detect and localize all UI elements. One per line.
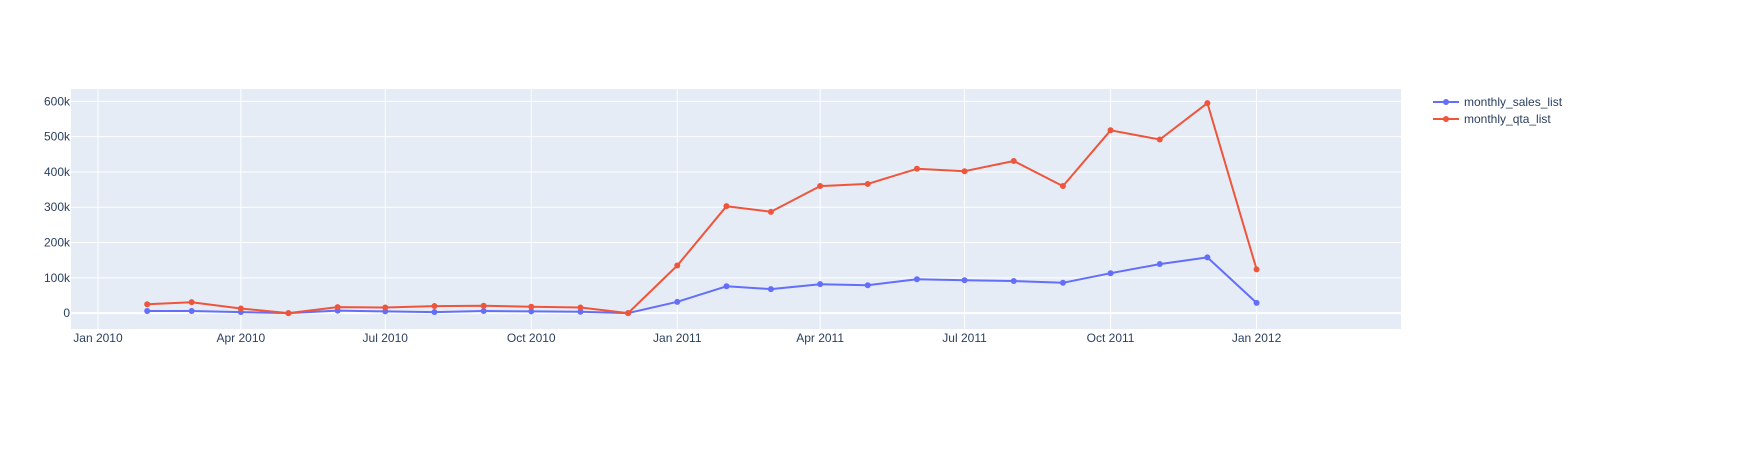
x-tick-label: Oct 2010 [507, 331, 556, 345]
data-point[interactable] [577, 304, 584, 311]
data-point[interactable] [528, 308, 535, 315]
data-point[interactable] [864, 180, 871, 187]
data-point[interactable] [1107, 270, 1114, 277]
data-point[interactable] [382, 304, 389, 311]
data-point[interactable] [334, 304, 341, 311]
series-monthly_qta_list [144, 100, 1260, 317]
data-point[interactable] [817, 183, 824, 190]
legend-swatch-marker [1443, 116, 1449, 122]
series-line [147, 102, 1258, 315]
data-point[interactable] [913, 276, 920, 283]
data-point[interactable] [864, 282, 871, 289]
data-point[interactable] [431, 309, 438, 316]
data-point[interactable] [1156, 136, 1163, 143]
data-point[interactable] [817, 281, 824, 288]
y-tick-label: 400k [44, 165, 71, 179]
data-point[interactable] [528, 303, 535, 310]
data-point[interactable] [188, 299, 195, 306]
data-point[interactable] [1107, 127, 1114, 134]
x-tick-label: Jul 2011 [942, 331, 987, 345]
legend-item[interactable]: monthly_qta_list [1433, 112, 1551, 126]
data-point[interactable] [674, 262, 681, 269]
data-point[interactable] [1010, 158, 1017, 164]
x-tick-label: Apr 2011 [796, 331, 844, 345]
y-axis-tick-labels: 0 100k 200k 300k 400k 500k 600k [44, 94, 71, 320]
y-tick-label: 600k [44, 94, 71, 108]
data-point[interactable] [913, 165, 920, 172]
data-point[interactable] [237, 305, 244, 312]
data-point[interactable] [767, 286, 774, 293]
data-point[interactable] [285, 310, 292, 317]
data-point[interactable] [1059, 279, 1066, 286]
data-point[interactable] [144, 308, 151, 314]
data-point[interactable] [577, 308, 584, 315]
data-point[interactable] [723, 283, 730, 290]
legend-item[interactable]: monthly_sales_list [1433, 95, 1563, 109]
x-axis-tick-labels: Jan 2010 Apr 2010 Jul 2010 Oct 2010 Jan 2011… [73, 331, 1281, 345]
data-point[interactable] [188, 308, 195, 314]
data-point[interactable] [144, 301, 151, 308]
plot-background [71, 89, 1401, 329]
data-point[interactable] [1204, 100, 1211, 107]
legend[interactable]: monthly_sales_list monthly_qta_list [1433, 95, 1563, 126]
y-tick-label: 300k [44, 200, 71, 214]
legend-label: monthly_qta_list [1464, 112, 1551, 126]
x-tick-label: Jan 2011 [653, 331, 702, 345]
data-point[interactable] [1059, 183, 1066, 190]
data-point[interactable] [1253, 266, 1260, 273]
data-point[interactable] [961, 168, 968, 175]
data-point[interactable] [1010, 278, 1017, 284]
data-point[interactable] [431, 303, 438, 310]
x-tick-label: Oct 2011 [1087, 331, 1135, 345]
data-point[interactable] [767, 208, 774, 215]
data-point[interactable] [1253, 299, 1260, 306]
data-point[interactable] [480, 302, 487, 309]
y-tick-label: 0 [63, 306, 70, 320]
data-point[interactable] [1156, 261, 1163, 268]
legend-label: monthly_sales_list [1464, 95, 1563, 109]
y-tick-label: 500k [44, 130, 71, 144]
series-layer [144, 100, 1260, 317]
data-point[interactable] [480, 308, 487, 314]
y-tick-label: 200k [44, 236, 71, 250]
x-tick-label: Jul 2010 [363, 331, 409, 345]
x-tick-label: Jan 2012 [1232, 331, 1282, 345]
data-point[interactable] [625, 310, 632, 317]
legend-swatch-marker [1443, 99, 1449, 105]
y-tick-label: 100k [44, 271, 71, 285]
data-point[interactable] [1204, 254, 1211, 261]
data-point[interactable] [723, 203, 730, 210]
series-line [147, 256, 1258, 315]
data-point[interactable] [961, 277, 968, 284]
x-tick-label: Jan 2010 [73, 331, 123, 345]
data-point[interactable] [674, 298, 681, 305]
x-tick-label: Apr 2010 [216, 331, 265, 345]
